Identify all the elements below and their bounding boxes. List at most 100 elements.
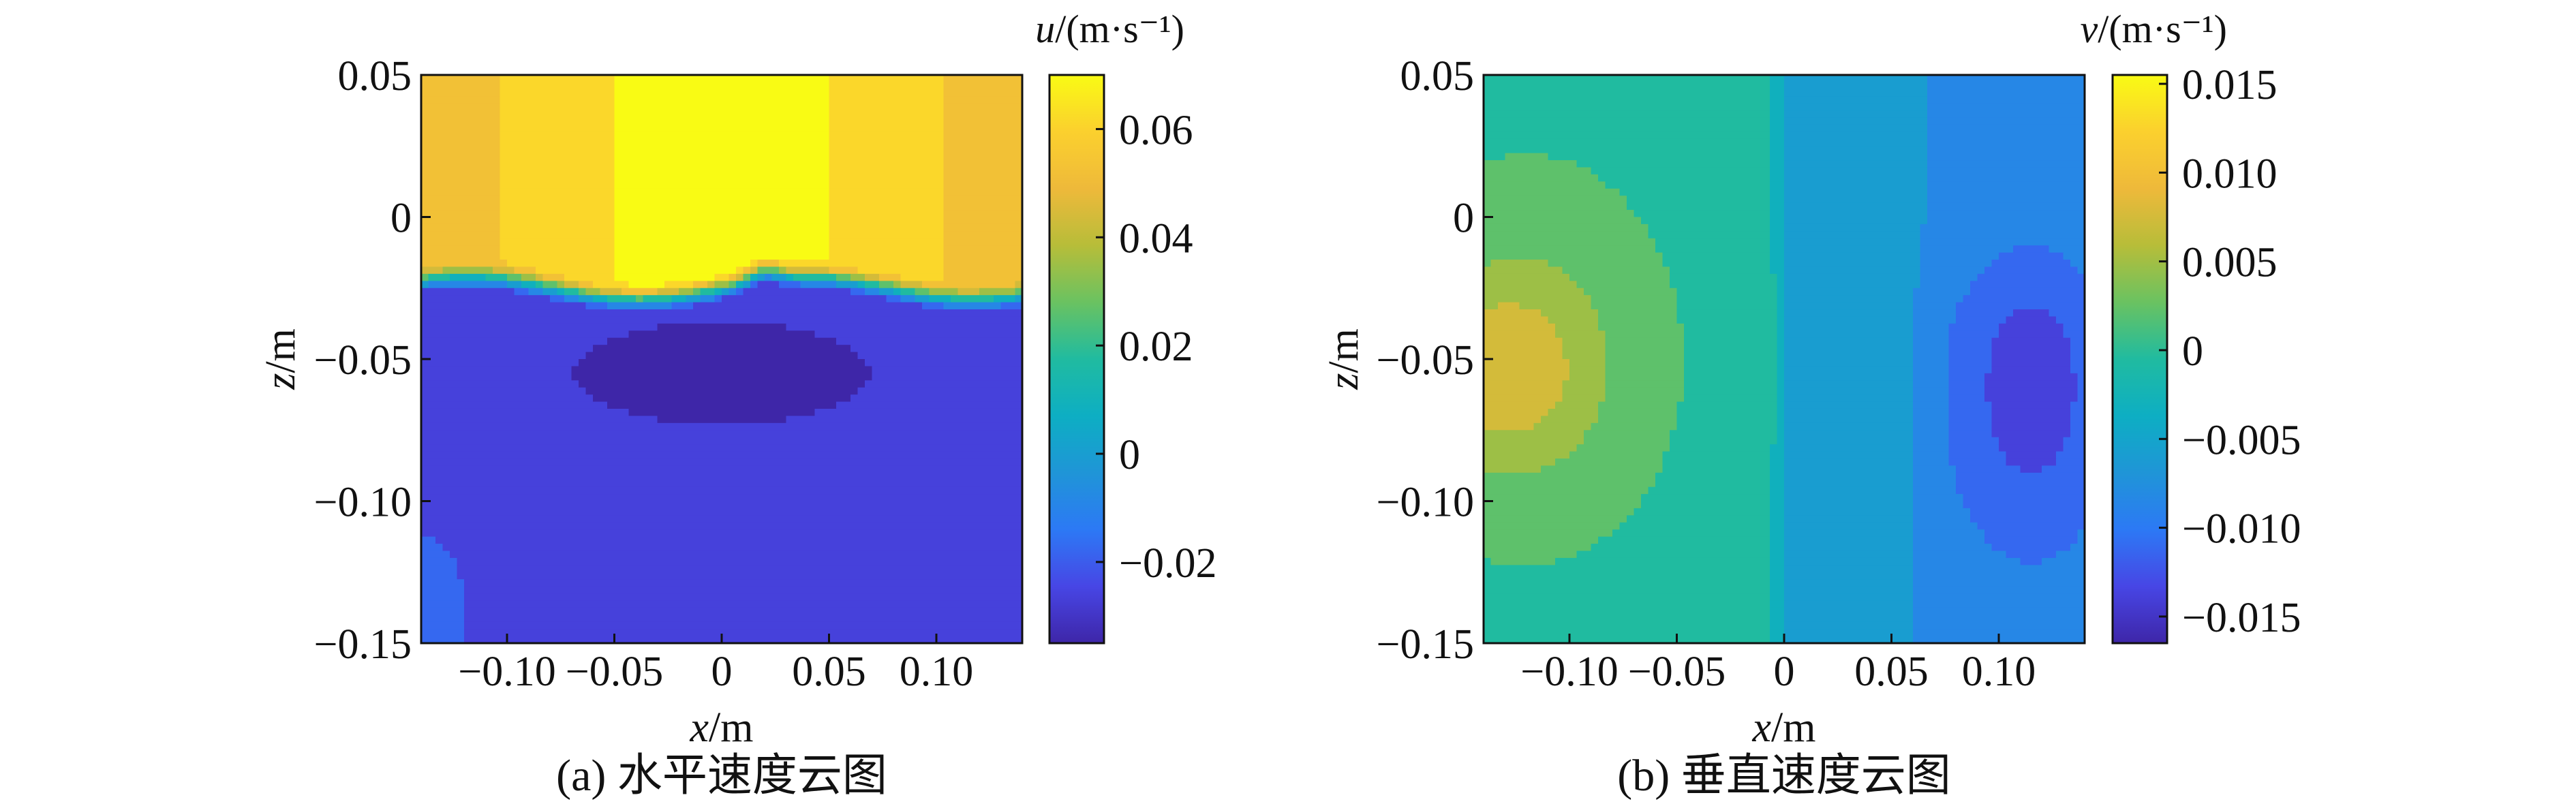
heatmap-cell (650, 557, 658, 566)
heatmap-cell (679, 288, 687, 296)
heatmap-cell (600, 366, 608, 374)
heatmap-cell (814, 416, 823, 424)
heatmap-cell (808, 82, 816, 90)
heatmap-cell (757, 465, 765, 474)
heatmap-cell (865, 302, 873, 310)
heatmap-cell (800, 103, 808, 111)
heatmap-cell (464, 579, 472, 587)
heatmap-cell (507, 117, 515, 125)
heatmap-cell (808, 416, 816, 424)
heatmap-cell (428, 480, 436, 488)
heatmap-cell (750, 401, 758, 409)
heatmap-cell (514, 615, 522, 623)
heatmap-cell (814, 359, 823, 367)
heatmap-cell (657, 188, 665, 197)
heatmap-cell (500, 600, 508, 608)
heatmap-cell (435, 465, 444, 474)
heatmap-cell (671, 281, 679, 289)
heatmap-cell (421, 472, 429, 481)
heatmap-cell (850, 223, 859, 232)
heatmap-cell (679, 202, 687, 211)
heatmap-cell (607, 593, 615, 602)
heatmap-cell (808, 124, 816, 133)
heatmap-cell (528, 75, 536, 83)
heatmap-cell (779, 366, 787, 374)
heatmap-cell (428, 529, 436, 538)
heatmap-cell (750, 89, 758, 97)
heatmap-cell (850, 387, 859, 395)
heatmap-cell (464, 245, 472, 253)
heatmap-cell (850, 245, 859, 253)
heatmap-cell (471, 345, 479, 353)
heatmap-cell (628, 124, 637, 133)
heatmap-cell (464, 131, 472, 140)
heatmap-cell (585, 131, 594, 140)
heatmap-cell (786, 352, 794, 360)
heatmap-cell (643, 345, 651, 353)
heatmap-cell (471, 323, 479, 332)
heatmap-cell (743, 124, 751, 133)
heatmap-cell (650, 416, 658, 424)
heatmap-cell (493, 586, 501, 594)
heatmap-cell (771, 480, 780, 488)
heatmap-cell (614, 124, 622, 133)
heatmap-cell (585, 501, 594, 509)
heatmap-cell (450, 380, 458, 388)
heatmap-cell (622, 607, 630, 616)
heatmap-cell (736, 75, 744, 83)
heatmap-cell (679, 544, 687, 552)
heatmap-cell (464, 636, 472, 643)
heatmap-cell (507, 486, 515, 495)
heatmap-cell (628, 153, 637, 161)
heatmap-cell (500, 202, 508, 211)
heatmap-cell (857, 117, 865, 125)
heatmap-cell (857, 245, 865, 253)
heatmap-cell (857, 252, 865, 260)
heatmap-cell (507, 153, 515, 161)
heatmap-cell (850, 273, 859, 282)
heatmap-cell (536, 544, 544, 552)
heatmap-cell (786, 557, 794, 566)
heatmap-cell (857, 160, 865, 168)
heatmap-cell (442, 302, 450, 310)
heatmap-cell (507, 572, 515, 580)
heatmap-cell (714, 146, 722, 154)
heatmap-cell (493, 337, 501, 345)
heatmap-cell (564, 636, 572, 643)
heatmap-cell (593, 480, 601, 488)
heatmap-cell (843, 629, 851, 637)
heatmap-cell (421, 146, 429, 154)
heatmap-cell (593, 472, 601, 481)
heatmap-cell (800, 515, 808, 523)
heatmap-cell (722, 629, 730, 637)
heatmap-cell (600, 629, 608, 637)
heatmap-cell (822, 153, 830, 161)
heatmap-cell (693, 494, 701, 502)
heatmap-cell (686, 387, 694, 395)
heatmap-cell (686, 451, 694, 459)
heatmap-cell (800, 146, 808, 154)
heatmap-cell (650, 96, 658, 104)
heatmap-cell (464, 345, 472, 353)
heatmap-cell (585, 465, 594, 474)
heatmap-cell (814, 380, 823, 388)
heatmap-cell (707, 494, 716, 502)
heatmap-cell (428, 401, 436, 409)
heatmap-cell (542, 472, 551, 481)
heatmap-cell (593, 522, 601, 531)
heatmap-cell (593, 422, 601, 431)
heatmap-cell (571, 75, 579, 83)
heatmap-cell (643, 472, 651, 481)
heatmap-cell (693, 359, 701, 367)
heatmap-cell (814, 266, 823, 275)
heatmap-cell (822, 210, 830, 218)
heatmap-cell (836, 621, 844, 630)
heatmap-cell (664, 231, 673, 239)
heatmap-cell (550, 508, 558, 516)
heatmap-cell (614, 437, 622, 445)
heatmap-cell (857, 387, 865, 395)
heatmap-cell (457, 572, 465, 580)
heatmap-cell (757, 621, 765, 630)
heatmap-cell (700, 238, 708, 246)
heatmap-cell (729, 508, 737, 516)
